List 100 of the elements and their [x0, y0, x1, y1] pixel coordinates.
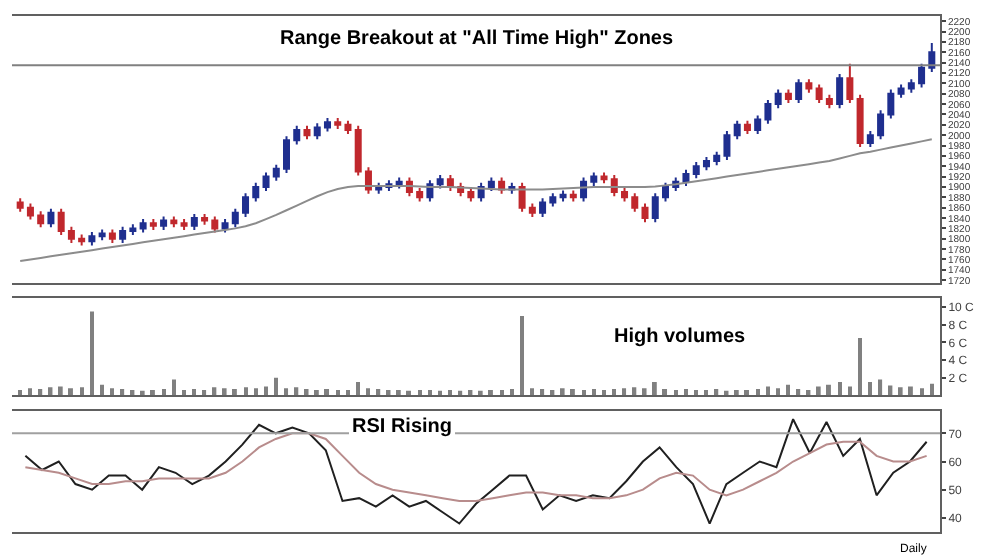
bar: [530, 388, 534, 396]
bar: [232, 389, 237, 396]
bar: [264, 386, 268, 396]
candlestick: [88, 231, 96, 247]
candlestick: [160, 215, 168, 231]
bar: [582, 389, 586, 396]
bar: [786, 384, 790, 396]
bar: [202, 389, 207, 396]
bar: [376, 389, 381, 396]
bar: [612, 389, 616, 396]
candlestick: [784, 88, 792, 105]
bar: [570, 389, 575, 396]
bar: [694, 389, 698, 396]
candlestick: [774, 88, 782, 110]
bar: [816, 386, 821, 396]
bar: [110, 388, 114, 396]
bar: [796, 389, 801, 396]
bar: [632, 387, 637, 396]
bar: [510, 389, 514, 396]
bar: [48, 387, 53, 396]
bar: [284, 388, 289, 396]
bar: [920, 388, 924, 396]
bar: [294, 387, 299, 396]
bar: [366, 388, 370, 396]
candlestick: [170, 215, 178, 229]
bar: [622, 388, 627, 396]
bar: [488, 389, 493, 396]
bar: [120, 389, 125, 396]
bar: [172, 379, 176, 396]
bar: [756, 389, 760, 396]
candlestick: [795, 78, 803, 105]
line-series: [19, 138, 933, 263]
bar: [766, 386, 770, 396]
bar: [662, 389, 668, 396]
candlestick: [856, 93, 864, 149]
bar: [254, 388, 258, 396]
bar: [930, 383, 934, 396]
candlestick: [47, 207, 55, 229]
bar: [58, 386, 63, 396]
bar: [192, 389, 196, 396]
candlestick: [149, 218, 157, 231]
bar: [652, 382, 657, 396]
bar: [418, 389, 422, 396]
bar: [140, 390, 145, 396]
candlestick: [743, 119, 751, 136]
bar: [396, 389, 401, 396]
bar: [704, 389, 708, 396]
candlestick: [98, 228, 106, 242]
bar: [90, 311, 94, 396]
bar: [878, 379, 883, 396]
bar: [314, 389, 319, 396]
line-series: [24, 418, 928, 525]
bar: [68, 388, 73, 396]
candlestick: [108, 228, 116, 244]
bar: [150, 389, 155, 396]
candlestick: [733, 119, 741, 141]
bar: [838, 382, 842, 396]
bar: [428, 389, 432, 396]
bar: [244, 387, 248, 396]
bar: [356, 382, 360, 396]
candlestick: [569, 189, 577, 203]
bar: [18, 389, 22, 396]
bar: [602, 389, 606, 396]
bar: [540, 389, 545, 396]
bar: [448, 389, 452, 396]
annotation: RSI Rising: [352, 416, 453, 438]
bar: [560, 388, 565, 396]
candlestick: [641, 202, 649, 224]
bar: [848, 386, 852, 396]
bar: [212, 387, 217, 396]
bar: [406, 390, 411, 396]
bar: [776, 388, 780, 396]
annotation: High volumes: [614, 326, 747, 348]
bar: [100, 384, 104, 396]
bar: [826, 384, 831, 396]
bar: [182, 389, 186, 396]
bar: [898, 387, 903, 396]
bar: [674, 389, 678, 396]
bar: [304, 389, 309, 396]
annotation: Range Breakout at "All Time High" Zones: [280, 28, 674, 50]
candlestick: [846, 62, 854, 105]
bar: [520, 315, 524, 396]
candlestick: [805, 78, 813, 94]
bar: [162, 389, 166, 396]
bar: [38, 389, 43, 396]
candlestick: [180, 218, 188, 231]
candlestick: [436, 174, 444, 190]
candlestick: [559, 189, 567, 203]
bar: [28, 388, 32, 396]
bar: [908, 386, 913, 396]
bar: [336, 389, 340, 396]
bar: [324, 389, 330, 396]
bar: [500, 389, 504, 396]
candlestick: [395, 176, 403, 190]
bar: [642, 388, 647, 396]
bar: [858, 337, 862, 396]
bar: [222, 388, 227, 396]
bar: [274, 377, 278, 396]
bar: [868, 382, 872, 396]
bar: [592, 389, 596, 396]
